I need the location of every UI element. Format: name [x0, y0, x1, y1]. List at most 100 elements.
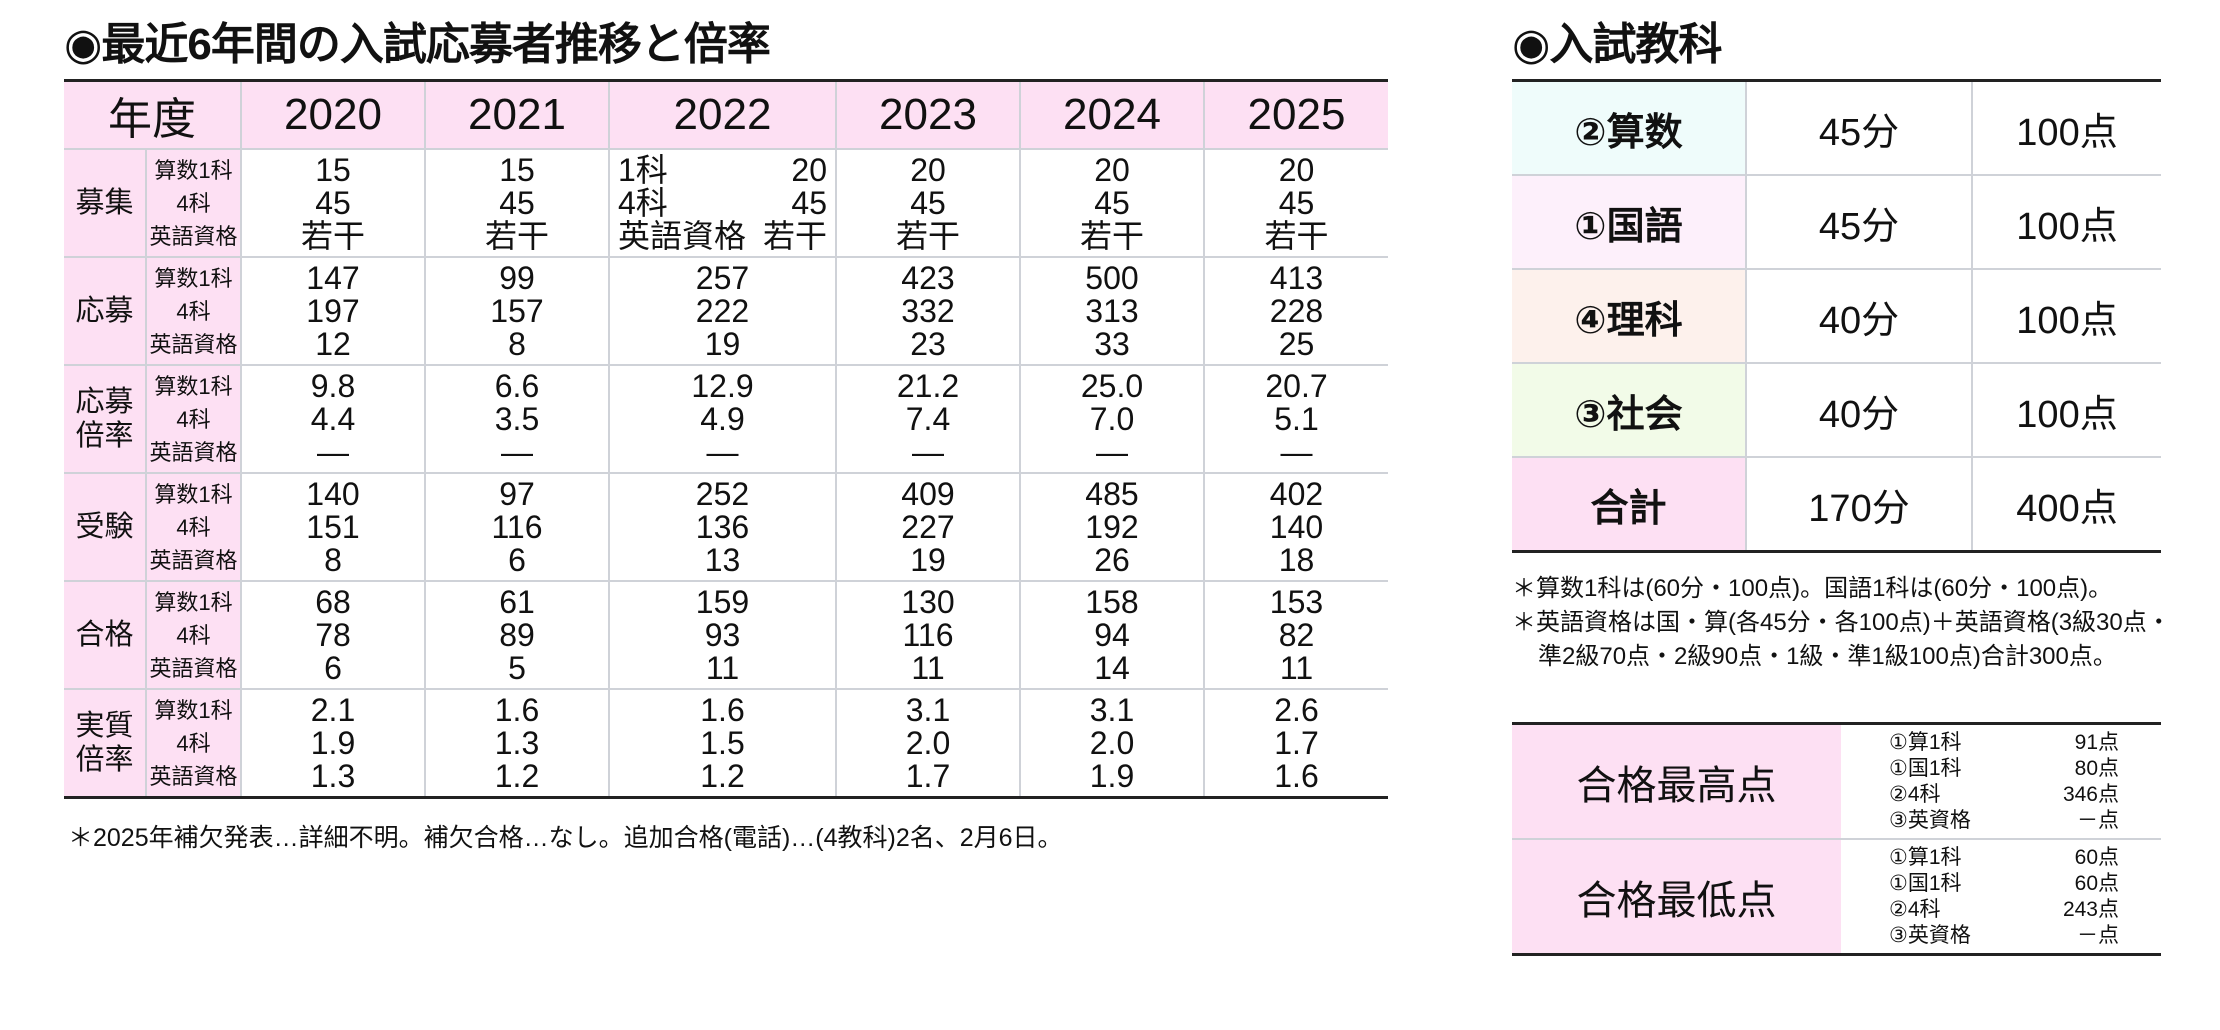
value: 227 [901, 508, 955, 545]
sublabel: 4科 [176, 622, 211, 648]
subject-note: ＊英語資格は国・算(各45分・各100点)＋英語資格(3級30点・準2級70点・… [1512, 609, 2171, 670]
value: 3.1 [905, 691, 951, 728]
value-cell: 3.1 2.0 1.7 [835, 688, 1021, 799]
subject-row: ①国語 45分 100点 [1512, 174, 2161, 270]
value: 21.2 [896, 367, 960, 404]
subject-row: ②算数 45分 100点 [1512, 79, 2161, 176]
row-label: 受験 [75, 511, 134, 543]
subject-points: 100点 [1971, 174, 2161, 270]
value: — [317, 433, 349, 470]
value: 136 [695, 508, 750, 545]
value: 7.0 [1089, 400, 1135, 437]
value: 20 [910, 151, 946, 188]
value: 1.6 [494, 691, 540, 728]
value-cell: 99 157 8 [424, 256, 610, 366]
year-2023: 2023 [835, 79, 1021, 150]
value: 2.0 [1089, 724, 1135, 761]
score-item-value: 80点 [2074, 756, 2119, 780]
score-item-label: ②4科 [1889, 782, 1941, 806]
value: 7.4 [905, 400, 951, 437]
subject-time: 45分 [1745, 79, 1973, 176]
value-cell: 3.1 2.0 1.9 [1019, 688, 1205, 799]
value: 252 [695, 475, 750, 512]
year-header: 年度 [64, 79, 242, 150]
value: 12 [315, 325, 351, 362]
value-cell: 20 45 若干 [1019, 148, 1205, 258]
sublabel: 英語資格 [149, 223, 238, 249]
value: 25 [1278, 325, 1315, 362]
value-cell: 1.6 1.5 1.2 [608, 688, 837, 799]
value-cell: 423 332 23 [835, 256, 1021, 366]
value-cell: 15 45 若干 [240, 148, 426, 258]
value: 409 [901, 475, 955, 512]
value: 1.9 [310, 724, 356, 761]
table-row: 募集 算数1科 4科 英語資格 15 45 若干 15 45 若干 1科 20 4科 45 英語資格 若干 20… [64, 148, 1388, 258]
value: 若干 [895, 217, 960, 254]
subject-name: ①国語 [1512, 174, 1747, 270]
value: 8 [508, 325, 526, 362]
row-label: 応募倍率 [75, 386, 134, 452]
value: 1.2 [700, 757, 745, 794]
row-sublabels: 算数1科 4科 英語資格 [145, 256, 242, 366]
sublabel: 4科 [176, 514, 211, 540]
value: 82 [1278, 616, 1315, 653]
score-item: ①算1科 60点 [1889, 845, 2119, 871]
sublabel: 英語資格 [149, 655, 238, 681]
subject-points: 100点 [1971, 79, 2161, 176]
value: 6.6 [494, 367, 540, 404]
value: 197 [306, 292, 360, 329]
value: 2.6 [1274, 691, 1319, 728]
value-cell: 1.6 1.3 1.2 [424, 688, 610, 799]
value: 89 [499, 616, 535, 653]
subject-row: ③社会 40分 100点 [1512, 362, 2161, 458]
row-label: 実質倍率 [75, 710, 134, 776]
value: 130 [901, 583, 955, 620]
score-list: ①算1科 60点 ①国1科 60点 ②4科 243点 ③英資格 －点 [1841, 839, 2161, 956]
value: 20 [1094, 151, 1130, 188]
value: 18 [1278, 541, 1315, 578]
value-cell: 61 89 5 [424, 580, 610, 690]
value: 45 [791, 184, 827, 221]
value: 147 [306, 259, 360, 296]
value: 若干 [300, 217, 365, 254]
value: 6 [324, 649, 342, 686]
value-cell: 257 222 19 [608, 256, 837, 366]
sublabel: 算数1科 [154, 697, 233, 723]
value-cell: 140 151 8 [240, 472, 426, 582]
value: 116 [491, 508, 543, 545]
value: 68 [315, 583, 351, 620]
score-item: ①国1科 60点 [1889, 871, 2119, 897]
value-cell: 15 45 若干 [424, 148, 610, 258]
value: 13 [704, 541, 741, 578]
score-item-value: －点 [2077, 923, 2119, 947]
value: — [501, 433, 533, 470]
value: 3.5 [494, 400, 540, 437]
exam-subjects-table: ②算数 45分 100点 ①国語 45分 100点 ④理科 40分 100点 ③社会 40分 100点… [1512, 79, 2161, 553]
sublabel: 4科 [176, 406, 211, 432]
value: 33 [1094, 325, 1130, 362]
row-label-cell: 応募 [64, 256, 147, 366]
value: 1.3 [310, 757, 356, 794]
value-cell: 20.7 5.1— [1203, 364, 1388, 474]
row-label-cell: 合格 [64, 580, 147, 690]
score-row: 合格最低点 ①算1科 60点 ①国1科 60点 ②4科 243点 ③英資格 －点 [1512, 839, 2161, 956]
value: 45 [499, 184, 535, 221]
row-label-cell: 受験 [64, 472, 147, 582]
value-cell: 68 78 6 [240, 580, 426, 690]
value: 1.6 [1274, 757, 1319, 794]
value: 12.9 [691, 367, 754, 404]
sublabel: 英語資格 [149, 763, 238, 789]
year-2021: 2021 [424, 79, 610, 150]
value: 159 [695, 583, 750, 620]
value: 1.6 [700, 691, 745, 728]
value: 151 [306, 508, 360, 545]
value: 8 [324, 541, 342, 578]
subject-time: 40分 [1745, 362, 1973, 458]
value-cell: 500 313 33 [1019, 256, 1205, 366]
subject-points: 100点 [1971, 268, 2161, 364]
value: 116 [902, 616, 954, 653]
subject-time: 45分 [1745, 174, 1973, 270]
row-sublabels: 算数1科 4科 英語資格 [145, 472, 242, 582]
value: — [1096, 433, 1128, 470]
applicant-trend-table: 年度 2020 2021 2022 2023 2024 2025 募集 算数1科 4科 英語資格 15… [64, 79, 1388, 799]
